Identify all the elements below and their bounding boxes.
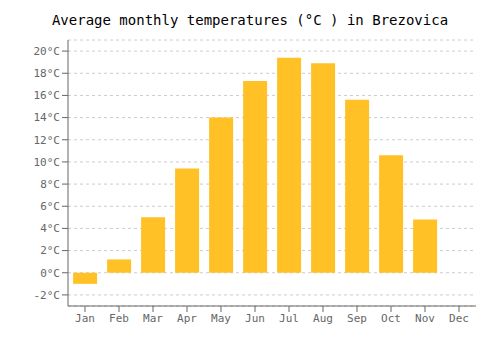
- svg-text:Sep: Sep: [347, 312, 367, 325]
- svg-text:Oct: Oct: [381, 312, 401, 325]
- svg-text:Mar: Mar: [143, 312, 163, 325]
- svg-text:18°C: 18°C: [34, 67, 61, 80]
- svg-text:10°C: 10°C: [34, 156, 61, 169]
- svg-text:Jun: Jun: [245, 312, 265, 325]
- svg-text:20°C: 20°C: [34, 45, 61, 58]
- svg-text:2°C: 2°C: [40, 244, 60, 257]
- svg-text:0°C: 0°C: [40, 267, 60, 280]
- svg-text:Feb: Feb: [109, 312, 129, 325]
- svg-text:Nov: Nov: [415, 312, 435, 325]
- svg-text:Apr: Apr: [177, 312, 197, 325]
- svg-text:May: May: [211, 312, 231, 325]
- svg-text:6°C: 6°C: [40, 200, 60, 213]
- svg-text:-2°C: -2°C: [34, 289, 61, 302]
- svg-text:Jan: Jan: [75, 312, 95, 325]
- html-text:Average monthly temperatures (: Average monthly temperatures (°C ) in Br…: [51, 12, 449, 28]
- svg-text:Aug: Aug: [313, 312, 333, 325]
- svg-text:Jul: Jul: [279, 312, 299, 325]
- svg-text:16°C: 16°C: [34, 89, 61, 102]
- svg-text:8°C: 8°C: [40, 178, 60, 191]
- svg-text:14°C: 14°C: [34, 111, 61, 124]
- svg-text:4°C: 4°C: [40, 222, 60, 235]
- svg-text:12°C: 12°C: [34, 134, 61, 147]
- svg-text:Dec: Dec: [449, 312, 469, 325]
